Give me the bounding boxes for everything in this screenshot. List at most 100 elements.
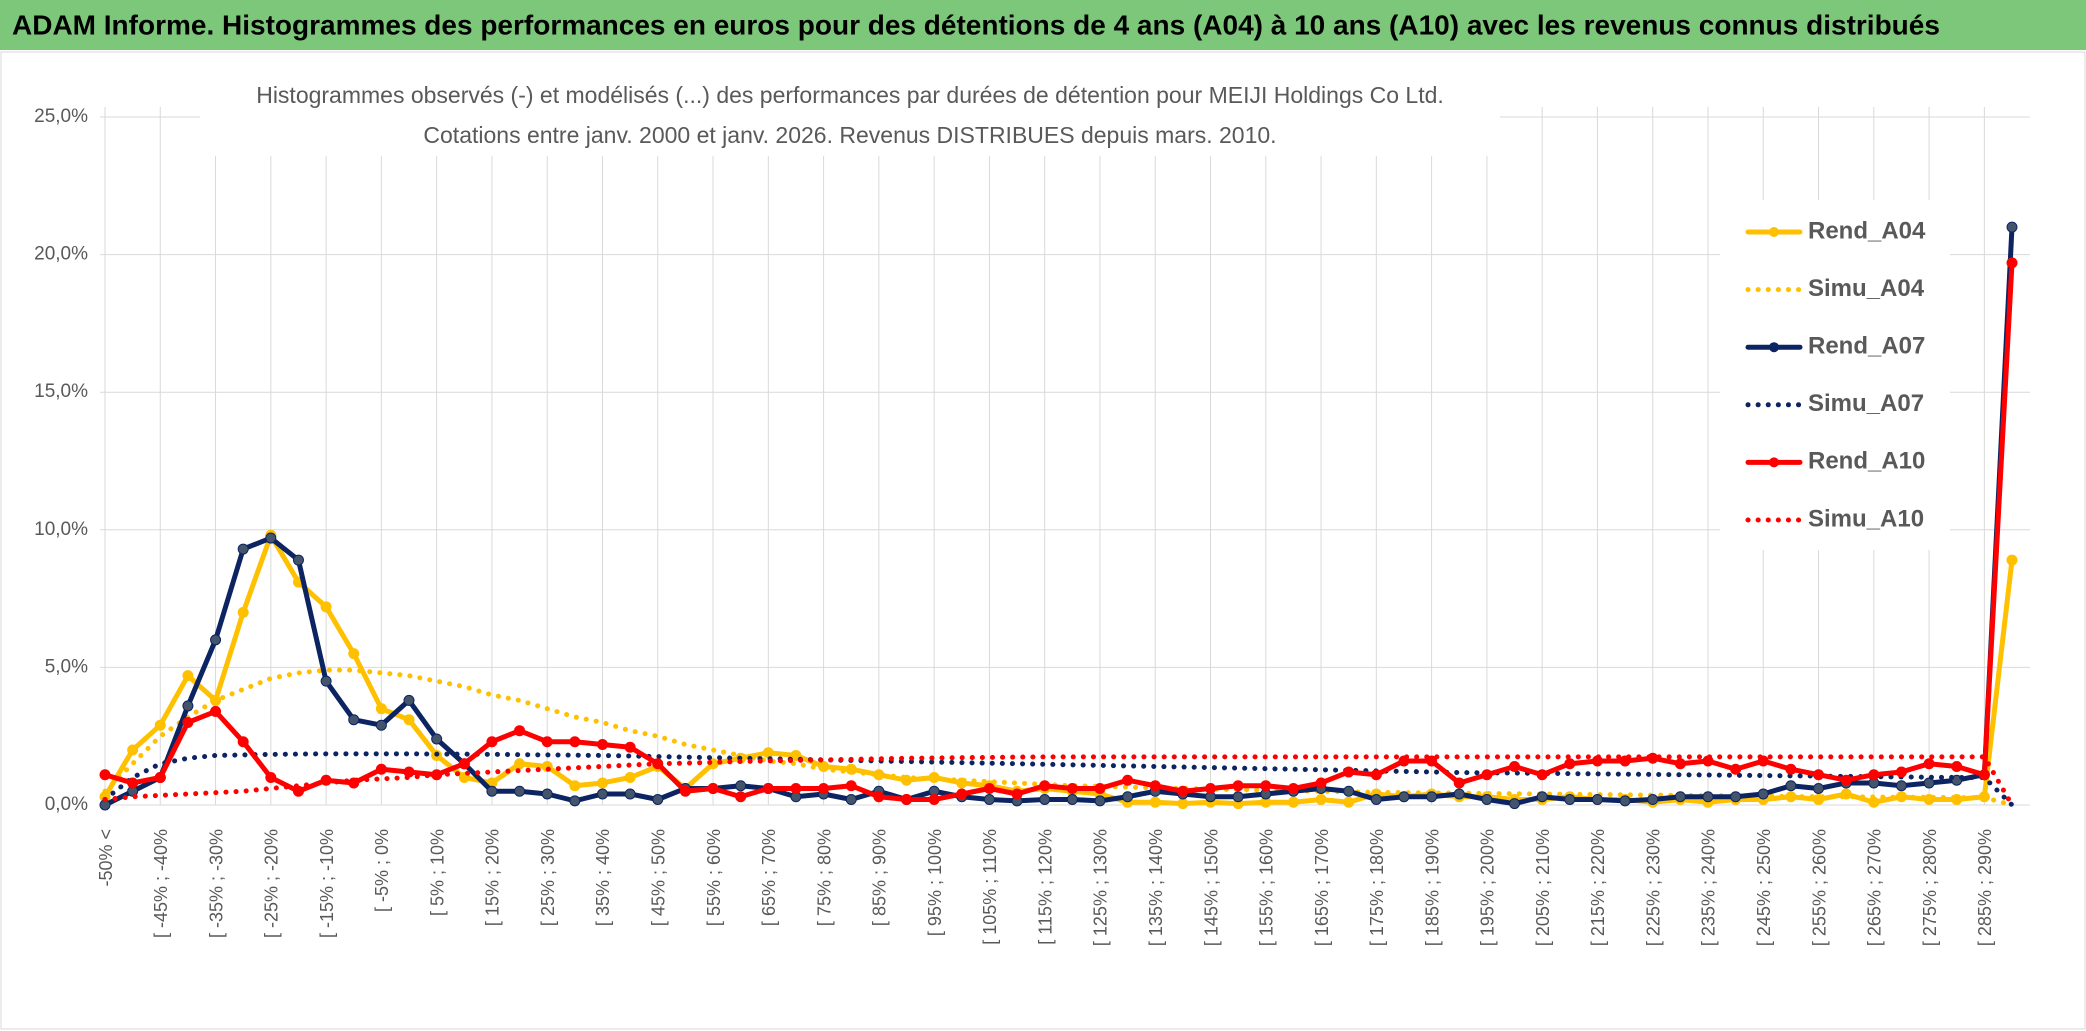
point <box>1343 766 1355 778</box>
point <box>1149 796 1161 808</box>
point <box>1066 782 1078 794</box>
x-tick-label: [ -45% ; -40% <box>151 829 171 938</box>
point <box>1481 793 1493 805</box>
point <box>1094 782 1106 794</box>
point <box>1343 796 1355 808</box>
point <box>403 766 415 778</box>
point <box>1564 758 1576 770</box>
point <box>348 648 360 660</box>
point <box>375 703 387 715</box>
point <box>845 793 857 805</box>
header-bar <box>0 0 2086 50</box>
point <box>1951 760 1963 772</box>
point <box>431 733 443 745</box>
point <box>1039 780 1051 792</box>
point <box>237 543 249 555</box>
point <box>1895 766 1907 778</box>
point <box>2006 257 2018 269</box>
point <box>292 554 304 566</box>
x-tick-label: [ 265% ; 270% <box>1865 829 1885 946</box>
point <box>514 785 526 797</box>
x-tick-label: [ 245% ; 250% <box>1754 829 1774 946</box>
point <box>154 771 166 783</box>
legend-marker <box>1769 342 1779 353</box>
x-tick-label: [ 15% ; 20% <box>483 829 503 926</box>
point <box>458 758 470 770</box>
y-tick-label: 25,0% <box>34 106 88 127</box>
point <box>99 769 111 781</box>
legend-box <box>1720 200 1950 550</box>
point <box>320 675 332 687</box>
point <box>735 780 747 792</box>
point <box>210 634 222 646</box>
point <box>1481 769 1493 781</box>
point <box>596 738 608 750</box>
x-tick-label: [ 65% ; 70% <box>759 829 779 926</box>
point <box>624 771 636 783</box>
x-tick-label: [ 275% ; 280% <box>1920 829 1940 946</box>
point <box>790 782 802 794</box>
point <box>569 795 581 807</box>
plot: 0,0% 5,0% 10,0% 15,0% 20,0% 25,0% -50% < [ -45%… <box>34 106 2030 946</box>
point <box>956 788 968 800</box>
legend-marker <box>1769 457 1779 468</box>
x-tick-label: -50% < <box>96 829 116 887</box>
point <box>845 780 857 792</box>
point <box>1287 782 1299 794</box>
legend-label: Rend_A04 <box>1808 217 1926 244</box>
y-tick-label: 10,0% <box>34 519 88 540</box>
point <box>1509 798 1521 810</box>
legend-label: Rend_A10 <box>1808 448 1925 475</box>
point <box>900 793 912 805</box>
point <box>1923 758 1935 770</box>
point <box>375 763 387 775</box>
point <box>486 785 498 797</box>
point <box>983 793 995 805</box>
point <box>1177 798 1189 810</box>
x-tick-label: [ 95% ; 100% <box>925 829 945 936</box>
point <box>514 725 526 737</box>
point <box>541 788 553 800</box>
point <box>1370 769 1382 781</box>
point <box>1868 769 1880 781</box>
point <box>818 782 830 794</box>
point <box>1785 780 1797 792</box>
y-tick-label: 0,0% <box>45 794 88 815</box>
point <box>1730 791 1742 803</box>
y-tick-label: 15,0% <box>34 381 88 402</box>
legend-label: Rend_A07 <box>1808 333 1925 360</box>
legend-label: Simu_A07 <box>1808 390 1924 417</box>
point <box>237 736 249 748</box>
point <box>182 670 194 682</box>
point <box>1260 780 1272 792</box>
point <box>1564 793 1576 805</box>
point <box>1426 755 1438 767</box>
point <box>1895 780 1907 792</box>
point <box>1978 769 1990 781</box>
point <box>403 694 415 706</box>
x-tick-label: [ 205% ; 210% <box>1533 829 1553 946</box>
point <box>127 744 139 756</box>
point <box>1398 791 1410 803</box>
point <box>1122 774 1134 786</box>
x-tick-label: [ 75% ; 80% <box>814 829 834 926</box>
point <box>928 793 940 805</box>
point <box>1343 785 1355 797</box>
x-tick-label: [ 85% ; 90% <box>870 829 890 926</box>
x-tick-label: [ -5% ; 0% <box>372 829 392 912</box>
point <box>1619 795 1631 807</box>
point <box>210 705 222 717</box>
observed-line <box>102 532 2015 807</box>
point <box>1066 793 1078 805</box>
point <box>265 532 277 544</box>
point <box>1287 796 1299 808</box>
legend-label: Simu_A04 <box>1808 275 1925 302</box>
point <box>735 791 747 803</box>
x-tick-label: [ 115% ; 120% <box>1035 829 1055 945</box>
point <box>596 777 608 789</box>
point <box>624 788 636 800</box>
point <box>1702 791 1714 803</box>
point <box>1232 791 1244 803</box>
x-tick-label: [ 195% ; 200% <box>1478 829 1498 946</box>
